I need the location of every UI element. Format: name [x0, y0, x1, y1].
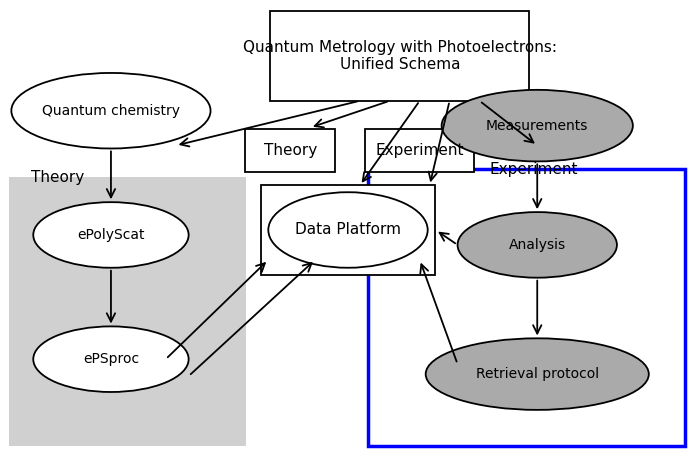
Ellipse shape	[269, 192, 427, 268]
Text: Analysis: Analysis	[509, 238, 566, 252]
Bar	[368, 169, 685, 445]
Ellipse shape	[33, 326, 189, 392]
Bar	[261, 185, 435, 275]
Text: ePolyScat: ePolyScat	[77, 228, 145, 242]
Bar	[365, 129, 475, 172]
Ellipse shape	[11, 73, 211, 148]
Text: ePSproc: ePSproc	[83, 352, 139, 366]
Text: Experiment: Experiment	[489, 162, 578, 177]
Text: Theory: Theory	[31, 170, 84, 185]
Bar	[9, 177, 246, 445]
Text: Retrieval protocol: Retrieval protocol	[475, 367, 599, 381]
Text: Measurements: Measurements	[486, 119, 588, 132]
Ellipse shape	[442, 90, 633, 162]
Text: Experiment: Experiment	[375, 143, 464, 158]
Bar	[270, 11, 529, 101]
Text: Data Platform: Data Platform	[295, 222, 401, 238]
Ellipse shape	[426, 339, 649, 410]
Text: Quantum chemistry: Quantum chemistry	[42, 104, 180, 118]
Bar	[246, 129, 335, 172]
Text: Quantum Metrology with Photoelectrons:
Unified Schema: Quantum Metrology with Photoelectrons: U…	[243, 40, 557, 72]
Text: Theory: Theory	[264, 143, 317, 158]
Ellipse shape	[457, 212, 617, 278]
Ellipse shape	[33, 202, 189, 268]
